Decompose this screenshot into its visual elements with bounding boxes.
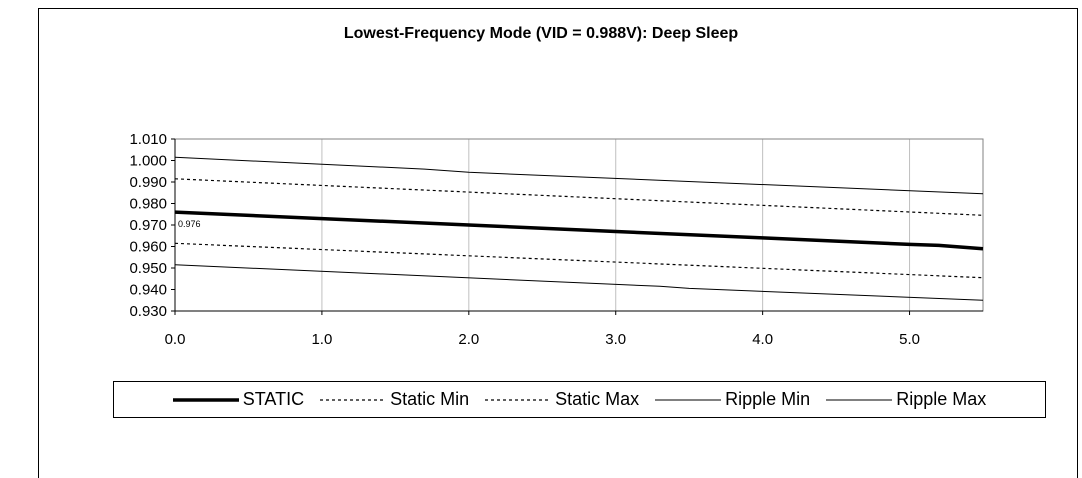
y-tick-label: 0.970: [129, 217, 167, 234]
y-tick-label: 0.990: [129, 174, 167, 191]
x-tick-label: 5.0: [899, 331, 920, 348]
series-line-static-min: [174, 242, 984, 279]
series-line-ripple-max: [174, 156, 984, 195]
legend-swatch: [485, 398, 552, 401]
chart-title: Lowest-Frequency Mode (VID = 0.988V): De…: [343, 25, 739, 42]
x-tick-label: 0.0: [165, 331, 186, 348]
y-tick-label: 1.010: [129, 131, 167, 148]
series-line-static-max: [174, 178, 984, 216]
legend-entry: Ripple Min: [655, 389, 810, 410]
legend-swatch: [826, 399, 893, 400]
series-line-ripple-min: [174, 264, 984, 301]
x-tick-label: 1.0: [311, 331, 332, 348]
legend-entry: Static Max: [485, 389, 639, 410]
y-tick-label: 0.980: [129, 196, 167, 213]
legend: STATIC Static Min Static Max Ripple Min Ripp…: [113, 381, 1046, 418]
legend-swatch: [172, 397, 239, 402]
x-tick-label: 3.0: [605, 331, 626, 348]
legend-swatch: [655, 399, 722, 400]
data-label: 0.976: [178, 219, 201, 229]
x-tick-label: 4.0: [752, 331, 773, 348]
series-line-static: [174, 210, 984, 251]
legend-label: Ripple Max: [896, 389, 987, 409]
legend-entry: Ripple Max: [826, 389, 986, 410]
y-tick-label: 0.950: [129, 260, 167, 277]
legend-label: STATIC: [242, 389, 305, 409]
legend-label: Ripple Min: [725, 389, 811, 409]
legend-label: Static Max: [555, 389, 640, 409]
plot-border: [174, 138, 984, 312]
y-tick-label: 0.930: [129, 303, 167, 320]
legend-label: Static Min: [390, 389, 470, 409]
legend-swatch: [320, 398, 387, 401]
legend-entry: Static Min: [320, 389, 469, 410]
y-tick-label: 0.940: [129, 282, 167, 299]
y-tick-label: 0.960: [129, 239, 167, 256]
x-tick-label: 2.0: [458, 331, 479, 348]
plot-area: 0.930 0.940 0.950 0.960 0.970 0.980 0.990 1.000…: [129, 131, 984, 348]
y-tick-label: 1.000: [129, 153, 167, 170]
legend-entry: STATIC: [172, 389, 305, 410]
